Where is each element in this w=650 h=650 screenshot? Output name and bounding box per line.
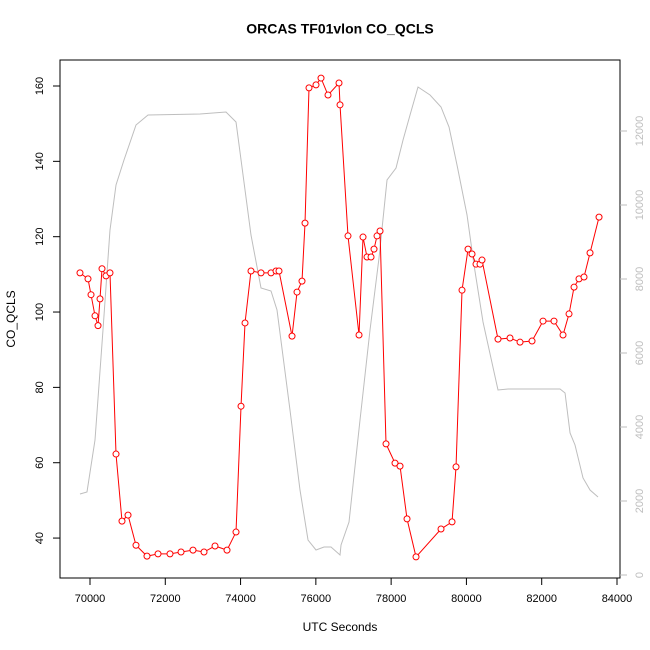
- x-tick-label: 80000: [451, 593, 482, 605]
- data-point: [106, 269, 114, 277]
- plot-frame: [59, 59, 621, 579]
- x-tick-label: 78000: [376, 593, 407, 605]
- y2-tick-label: 4000: [634, 415, 646, 439]
- data-point: [301, 219, 309, 227]
- data-point: [232, 528, 240, 536]
- x-tick-label: 70000: [75, 593, 106, 605]
- data-point: [335, 79, 343, 87]
- data-point: [200, 548, 208, 556]
- y-tick-label: 140: [34, 152, 46, 170]
- data-point: [132, 541, 140, 549]
- data-point: [464, 245, 472, 253]
- data-point: [376, 227, 384, 235]
- data-point: [355, 331, 363, 339]
- data-point: [91, 312, 99, 320]
- y2-tick-label: 8000: [634, 267, 646, 291]
- x-tick-label: 72000: [150, 593, 181, 605]
- data-point: [468, 250, 476, 258]
- chart-title: ORCAS TF01vlon CO_QCLS: [246, 21, 433, 37]
- data-point: [94, 322, 102, 330]
- data-point: [539, 317, 547, 325]
- data-point: [87, 291, 95, 299]
- data-point: [580, 273, 588, 281]
- data-point: [154, 550, 162, 558]
- data-point: [437, 525, 445, 533]
- data-point: [189, 546, 197, 554]
- data-point: [112, 450, 120, 458]
- data-point: [550, 317, 558, 325]
- data-point: [528, 337, 536, 345]
- y-tick-label: 160: [34, 77, 46, 95]
- data-point: [223, 546, 231, 554]
- data-point: [247, 267, 255, 275]
- data-point: [298, 277, 306, 285]
- data-point: [324, 91, 332, 99]
- data-point: [177, 548, 185, 556]
- data-point: [494, 335, 502, 343]
- data-point: [570, 283, 578, 291]
- data-point: [143, 552, 151, 560]
- data-point: [586, 249, 594, 257]
- data-point: [565, 310, 573, 318]
- data-point: [391, 459, 399, 467]
- data-point: [336, 101, 344, 109]
- data-point: [257, 269, 265, 277]
- data-point: [237, 402, 245, 410]
- data-point: [559, 331, 567, 339]
- data-point: [516, 338, 524, 346]
- x-tick-label: 76000: [301, 593, 332, 605]
- y2-tick-label: 12000: [634, 116, 646, 147]
- data-point: [367, 253, 375, 261]
- y-tick-label: 40: [34, 532, 46, 544]
- data-point: [396, 462, 404, 470]
- y-tick-label: 100: [34, 303, 46, 321]
- data-point: [344, 232, 352, 240]
- y2-tick-label: 6000: [634, 341, 646, 365]
- data-point: [373, 232, 381, 240]
- data-point: [412, 553, 420, 561]
- data-point: [293, 288, 301, 296]
- y2-tick-label: 2000: [634, 489, 646, 513]
- data-point: [124, 511, 132, 519]
- data-point: [452, 463, 460, 471]
- data-point: [305, 84, 313, 92]
- y-tick-label: 60: [34, 457, 46, 469]
- data-point: [98, 265, 106, 273]
- data-point: [84, 275, 92, 283]
- data-point: [76, 269, 84, 277]
- data-point: [118, 517, 126, 525]
- data-point: [211, 542, 219, 550]
- y-tick-label: 80: [34, 381, 46, 393]
- x-tick-label: 82000: [526, 593, 557, 605]
- data-point: [448, 518, 456, 526]
- data-point: [96, 295, 104, 303]
- y-axis-label: CO_QCLS: [4, 290, 18, 347]
- data-point: [595, 213, 603, 221]
- x-tick-label: 84000: [602, 593, 633, 605]
- data-point: [166, 550, 174, 558]
- y-tick-label: 120: [34, 228, 46, 246]
- data-point: [382, 440, 390, 448]
- data-point: [506, 334, 514, 342]
- data-point: [403, 515, 411, 523]
- y2-tick-label: 0: [634, 572, 646, 578]
- data-point: [317, 74, 325, 82]
- data-point: [312, 81, 320, 89]
- data-point: [458, 286, 466, 294]
- x-tick-label: 74000: [225, 593, 256, 605]
- data-point: [478, 256, 486, 264]
- data-point: [275, 267, 283, 275]
- series-line: [79, 86, 599, 557]
- data-point: [370, 245, 378, 253]
- data-point: [359, 233, 367, 241]
- data-point: [241, 319, 249, 327]
- x-axis-label: UTC Seconds: [303, 620, 378, 634]
- y2-tick-label: 10000: [634, 190, 646, 221]
- data-point: [288, 332, 296, 340]
